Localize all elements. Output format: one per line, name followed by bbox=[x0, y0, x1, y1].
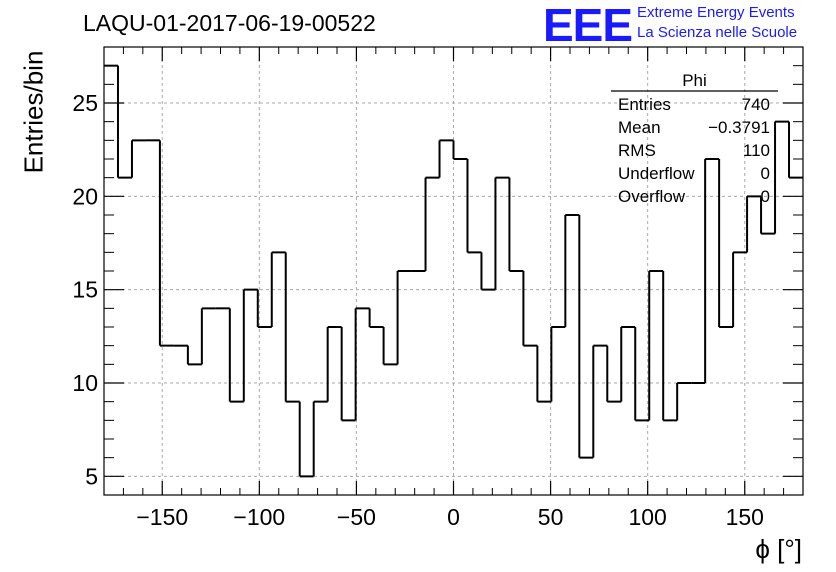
eee-logo: EEE bbox=[543, 0, 633, 51]
x-tick-label: 100 bbox=[628, 504, 666, 530]
histogram-bin bbox=[788, 121, 803, 179]
histogram-bin bbox=[452, 140, 468, 160]
histogram-bin bbox=[718, 159, 734, 328]
histogram-bin bbox=[200, 307, 216, 365]
histogram-bin bbox=[256, 289, 272, 328]
histogram-bin bbox=[746, 195, 762, 253]
histogram-bin bbox=[270, 251, 286, 327]
histogram-bin bbox=[550, 326, 566, 402]
y-axis-ticks: 5 10 15 20 25 bbox=[72, 46, 803, 496]
x-tick-label: −100 bbox=[233, 504, 285, 530]
y-tick-label: 5 bbox=[85, 463, 98, 489]
histogram-bin bbox=[634, 327, 650, 422]
histogram-title: LAQU-01-2017-06-19-00522 bbox=[83, 10, 376, 36]
histogram-bin bbox=[298, 401, 314, 478]
histogram-bin bbox=[662, 271, 678, 422]
histogram-bin bbox=[368, 308, 384, 328]
histogram-bin bbox=[620, 326, 636, 402]
histogram-bin bbox=[424, 176, 440, 271]
histogram-bin bbox=[382, 327, 398, 366]
y-tick-label: 25 bbox=[72, 90, 98, 116]
histogram-bin bbox=[732, 251, 748, 327]
histogram-bin bbox=[228, 308, 244, 403]
histogram-bin bbox=[564, 214, 580, 327]
histogram-bin bbox=[340, 327, 356, 422]
histogram-bins bbox=[104, 64, 803, 478]
y-tick-label: 10 bbox=[72, 370, 98, 396]
stats-rms-value: 110 bbox=[743, 141, 770, 160]
histogram-bin bbox=[760, 196, 776, 235]
plot-frame bbox=[103, 46, 804, 496]
stats-mean-value: −0.3791 bbox=[708, 118, 770, 137]
histogram-bin bbox=[578, 215, 594, 459]
histogram-bin bbox=[396, 270, 412, 365]
grid-lines bbox=[104, 47, 803, 495]
x-tick-label: −50 bbox=[337, 504, 376, 530]
stats-mean-label: Mean bbox=[618, 118, 661, 137]
histogram-bin bbox=[704, 158, 720, 383]
logo-tagline-1: Extreme Energy Events bbox=[637, 4, 795, 21]
x-tick-label: 150 bbox=[726, 504, 764, 530]
stats-underflow-value: 0 bbox=[761, 164, 770, 183]
histogram-bin bbox=[480, 252, 496, 291]
histogram-bin bbox=[508, 177, 524, 272]
histogram-bin bbox=[186, 345, 202, 366]
x-axis-label: ϕ [°] bbox=[755, 534, 802, 564]
x-tick-label: 50 bbox=[538, 504, 564, 530]
stats-title: Phi bbox=[682, 71, 707, 90]
stats-entries-value: 740 bbox=[742, 95, 770, 114]
histogram-bin bbox=[606, 345, 622, 403]
x-tick-label: 0 bbox=[447, 504, 460, 530]
histogram-bin bbox=[354, 307, 370, 421]
histogram-bin bbox=[438, 139, 454, 178]
logo-tagline-2: La Scienza nelle Scuole bbox=[637, 24, 798, 41]
stats-entries-label: Entries bbox=[618, 95, 671, 114]
y-tick-label: 20 bbox=[72, 183, 98, 209]
stats-overflow-value: 0 bbox=[761, 187, 770, 206]
histogram-bin bbox=[522, 271, 538, 347]
stats-box: Phi Entries 740 Mean −0.3791 RMS 110 Underflow… bbox=[611, 71, 778, 206]
histogram-bin bbox=[774, 120, 790, 234]
histogram-bin bbox=[312, 400, 328, 477]
histogram-bin bbox=[676, 382, 692, 421]
histogram-bin bbox=[116, 65, 132, 179]
histogram-bin bbox=[648, 270, 664, 421]
stats-rms-label: RMS bbox=[618, 141, 656, 160]
histogram-bin bbox=[466, 159, 482, 254]
stats-overflow-label: Overflow bbox=[618, 187, 686, 206]
y-tick-label: 15 bbox=[72, 277, 98, 303]
histogram-bin bbox=[158, 140, 174, 347]
x-tick-label: −150 bbox=[136, 504, 188, 530]
histogram-bin bbox=[130, 139, 146, 178]
histogram-bin bbox=[536, 345, 552, 403]
x-axis-ticks: −150 −100 −50 0 50 100 150 bbox=[103, 47, 804, 530]
histogram-bin bbox=[284, 252, 300, 403]
histogram-bin bbox=[242, 288, 258, 402]
histogram-bin bbox=[592, 344, 608, 458]
stats-underflow-label: Underflow bbox=[618, 164, 695, 183]
histogram-bin bbox=[494, 176, 510, 290]
histogram-bin bbox=[326, 326, 342, 402]
